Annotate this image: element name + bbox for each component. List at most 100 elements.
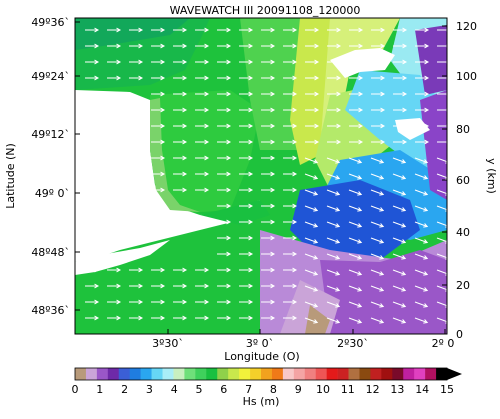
wave-arrow <box>437 91 447 97</box>
wave-arrow <box>85 267 100 273</box>
colorbar-label: Hs (m) <box>243 395 280 408</box>
wave-arrow <box>261 75 276 81</box>
wave-arrow <box>151 91 166 97</box>
wave-arrow <box>437 75 447 81</box>
wave-arrow <box>195 107 210 113</box>
wave-arrow <box>349 91 364 97</box>
wave-arrow <box>239 283 254 289</box>
wave-arrow <box>283 107 298 113</box>
wave-arrow <box>173 123 188 129</box>
wave-arrow <box>195 283 210 289</box>
wave-arrow <box>261 267 276 273</box>
wave-arrow <box>283 91 298 97</box>
wave-arrow <box>414 173 429 180</box>
wave-arrow <box>173 187 188 193</box>
y-tick-label: 120 <box>456 20 477 33</box>
wave-arrow <box>261 299 276 305</box>
wave-arrow <box>217 123 232 129</box>
hs-colorbar: 0 1 2 3 4 5 6 7 8 9 10 11 12 13 14 15 Hs (m) <box>72 367 462 408</box>
wave-arrow <box>217 171 232 177</box>
wave-arrow <box>393 27 408 33</box>
wave-arrow <box>107 75 122 81</box>
wave-arrow <box>415 91 430 97</box>
wave-arrow <box>107 43 122 49</box>
wave-arrow <box>370 189 385 196</box>
wave-arrow <box>217 251 232 257</box>
wave-arrow <box>151 27 166 33</box>
colorbar-tick-label: 1 <box>96 383 103 396</box>
wave-arrow <box>349 107 364 113</box>
wave-arrow <box>349 43 364 49</box>
wave-arrow <box>195 43 210 49</box>
wave-arrow <box>195 91 210 97</box>
wave-arrow <box>261 139 276 145</box>
wave-arrow <box>370 221 385 228</box>
wave-arrow <box>173 155 188 161</box>
wave-arrow <box>348 157 363 164</box>
wave-arrow <box>393 91 408 97</box>
wave-arrow <box>217 75 232 81</box>
colorbar-tick-label: 8 <box>270 383 277 396</box>
wave-arrow <box>437 43 447 49</box>
plot-frame <box>74 17 448 335</box>
wave-arrow <box>305 91 320 97</box>
wave-arrow <box>348 221 363 228</box>
colorbar-tick-label: 9 <box>295 383 302 396</box>
wave-arrow <box>393 107 408 113</box>
wave-arrow <box>326 157 341 164</box>
wave-arrow <box>217 267 232 273</box>
wave-arrow <box>370 317 385 324</box>
colorbar-cell <box>315 368 327 380</box>
wave-arrow <box>173 107 188 113</box>
wave-arrow <box>305 123 320 129</box>
wave-arrow <box>370 205 385 212</box>
wave-arrow <box>304 253 319 260</box>
wave-arrow <box>261 235 276 241</box>
wave-arrow <box>305 139 320 145</box>
wave-arrow <box>414 205 429 212</box>
wave-arrow <box>392 301 407 308</box>
wave-arrow <box>107 299 122 305</box>
wave-arrow <box>195 315 210 321</box>
wave-arrow <box>393 59 408 65</box>
wave-arrow <box>304 173 319 180</box>
wave-arrow <box>327 91 342 97</box>
wave-arrow <box>239 235 254 241</box>
colorbar-cell <box>96 368 109 380</box>
lat-tick-label: 49º12` <box>31 128 70 141</box>
wave-arrow <box>239 251 254 257</box>
wave-arrow <box>261 251 276 257</box>
colorbar-cell <box>359 368 371 380</box>
wave-arrow <box>283 155 298 161</box>
wave-arrow <box>151 171 166 177</box>
wave-arrow <box>392 189 407 196</box>
wave-arrow <box>283 283 298 289</box>
wave-arrow <box>326 189 341 196</box>
wave-arrow <box>239 203 254 209</box>
wave-arrow <box>437 27 447 33</box>
wave-arrow <box>129 299 144 305</box>
y-tick-label: 40 <box>456 226 470 239</box>
wave-arrow <box>239 43 254 49</box>
wave-arrow <box>217 299 232 305</box>
wave-arrow <box>173 171 188 177</box>
wave-arrow <box>304 317 319 324</box>
wave-arrow <box>195 75 210 81</box>
wave-arrow <box>437 139 447 145</box>
wave-arrow <box>261 219 276 225</box>
colorbar-cell <box>304 368 316 380</box>
wave-arrow <box>348 237 363 244</box>
wave-arrow <box>107 59 122 65</box>
wave-arrow <box>239 59 254 65</box>
colorbar-tick-label: 11 <box>341 383 355 396</box>
wave-arrow <box>85 75 100 81</box>
wave-arrow <box>173 91 188 97</box>
wave-arrow <box>326 285 341 292</box>
wave-arrow <box>107 267 122 273</box>
wave-arrow <box>392 173 407 180</box>
wave-arrow <box>151 187 166 193</box>
wave-arrow <box>327 123 342 129</box>
wave-arrow <box>239 91 254 97</box>
colorbar-cell <box>436 368 448 380</box>
